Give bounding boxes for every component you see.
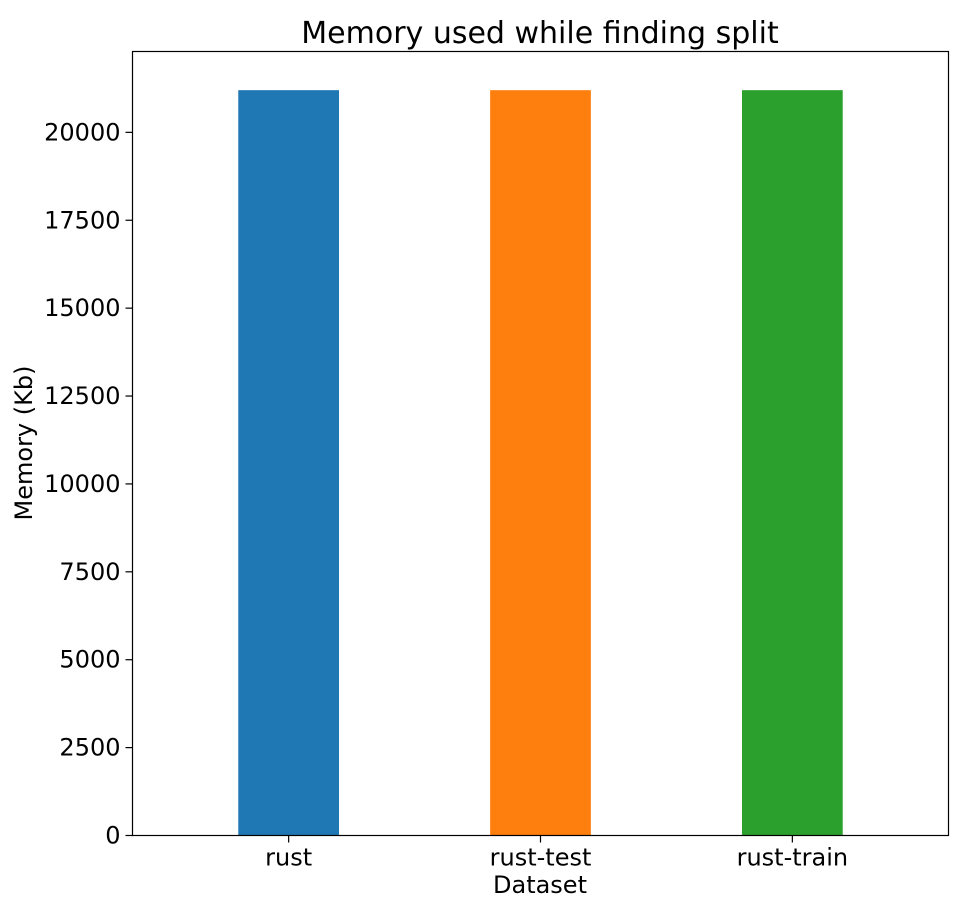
bars-group <box>238 90 843 836</box>
x-tick-label: rust-test <box>490 844 592 872</box>
y-axis-label: Memory (Kb) <box>10 366 38 521</box>
bar-rust-test <box>490 90 591 836</box>
bar-rust-train <box>741 90 843 836</box>
y-tick-label: 17500 <box>44 206 120 234</box>
bar-rust <box>238 90 340 836</box>
chart-title: Memory used while finding split <box>301 16 779 51</box>
y-tick-label: 10000 <box>44 470 120 498</box>
plot-frame <box>131 50 950 837</box>
y-tick-label: 15000 <box>44 294 120 322</box>
x-tick-label: rust-train <box>737 844 849 872</box>
x-axis: rust rust-test rust-train <box>265 835 849 872</box>
y-tick-label: 20000 <box>44 118 120 146</box>
y-tick-label: 12500 <box>44 382 120 410</box>
y-tick-label: 5000 <box>59 646 120 674</box>
x-tick-label: rust <box>265 844 312 872</box>
y-tick-label: 7500 <box>59 558 120 586</box>
y-axis: 0 2500 5000 7500 10000 12500 15000 17500 20000 <box>44 118 133 850</box>
x-axis-label: Dataset <box>493 871 587 899</box>
y-tick-label: 0 <box>105 822 120 850</box>
y-tick-label: 2500 <box>59 734 120 762</box>
